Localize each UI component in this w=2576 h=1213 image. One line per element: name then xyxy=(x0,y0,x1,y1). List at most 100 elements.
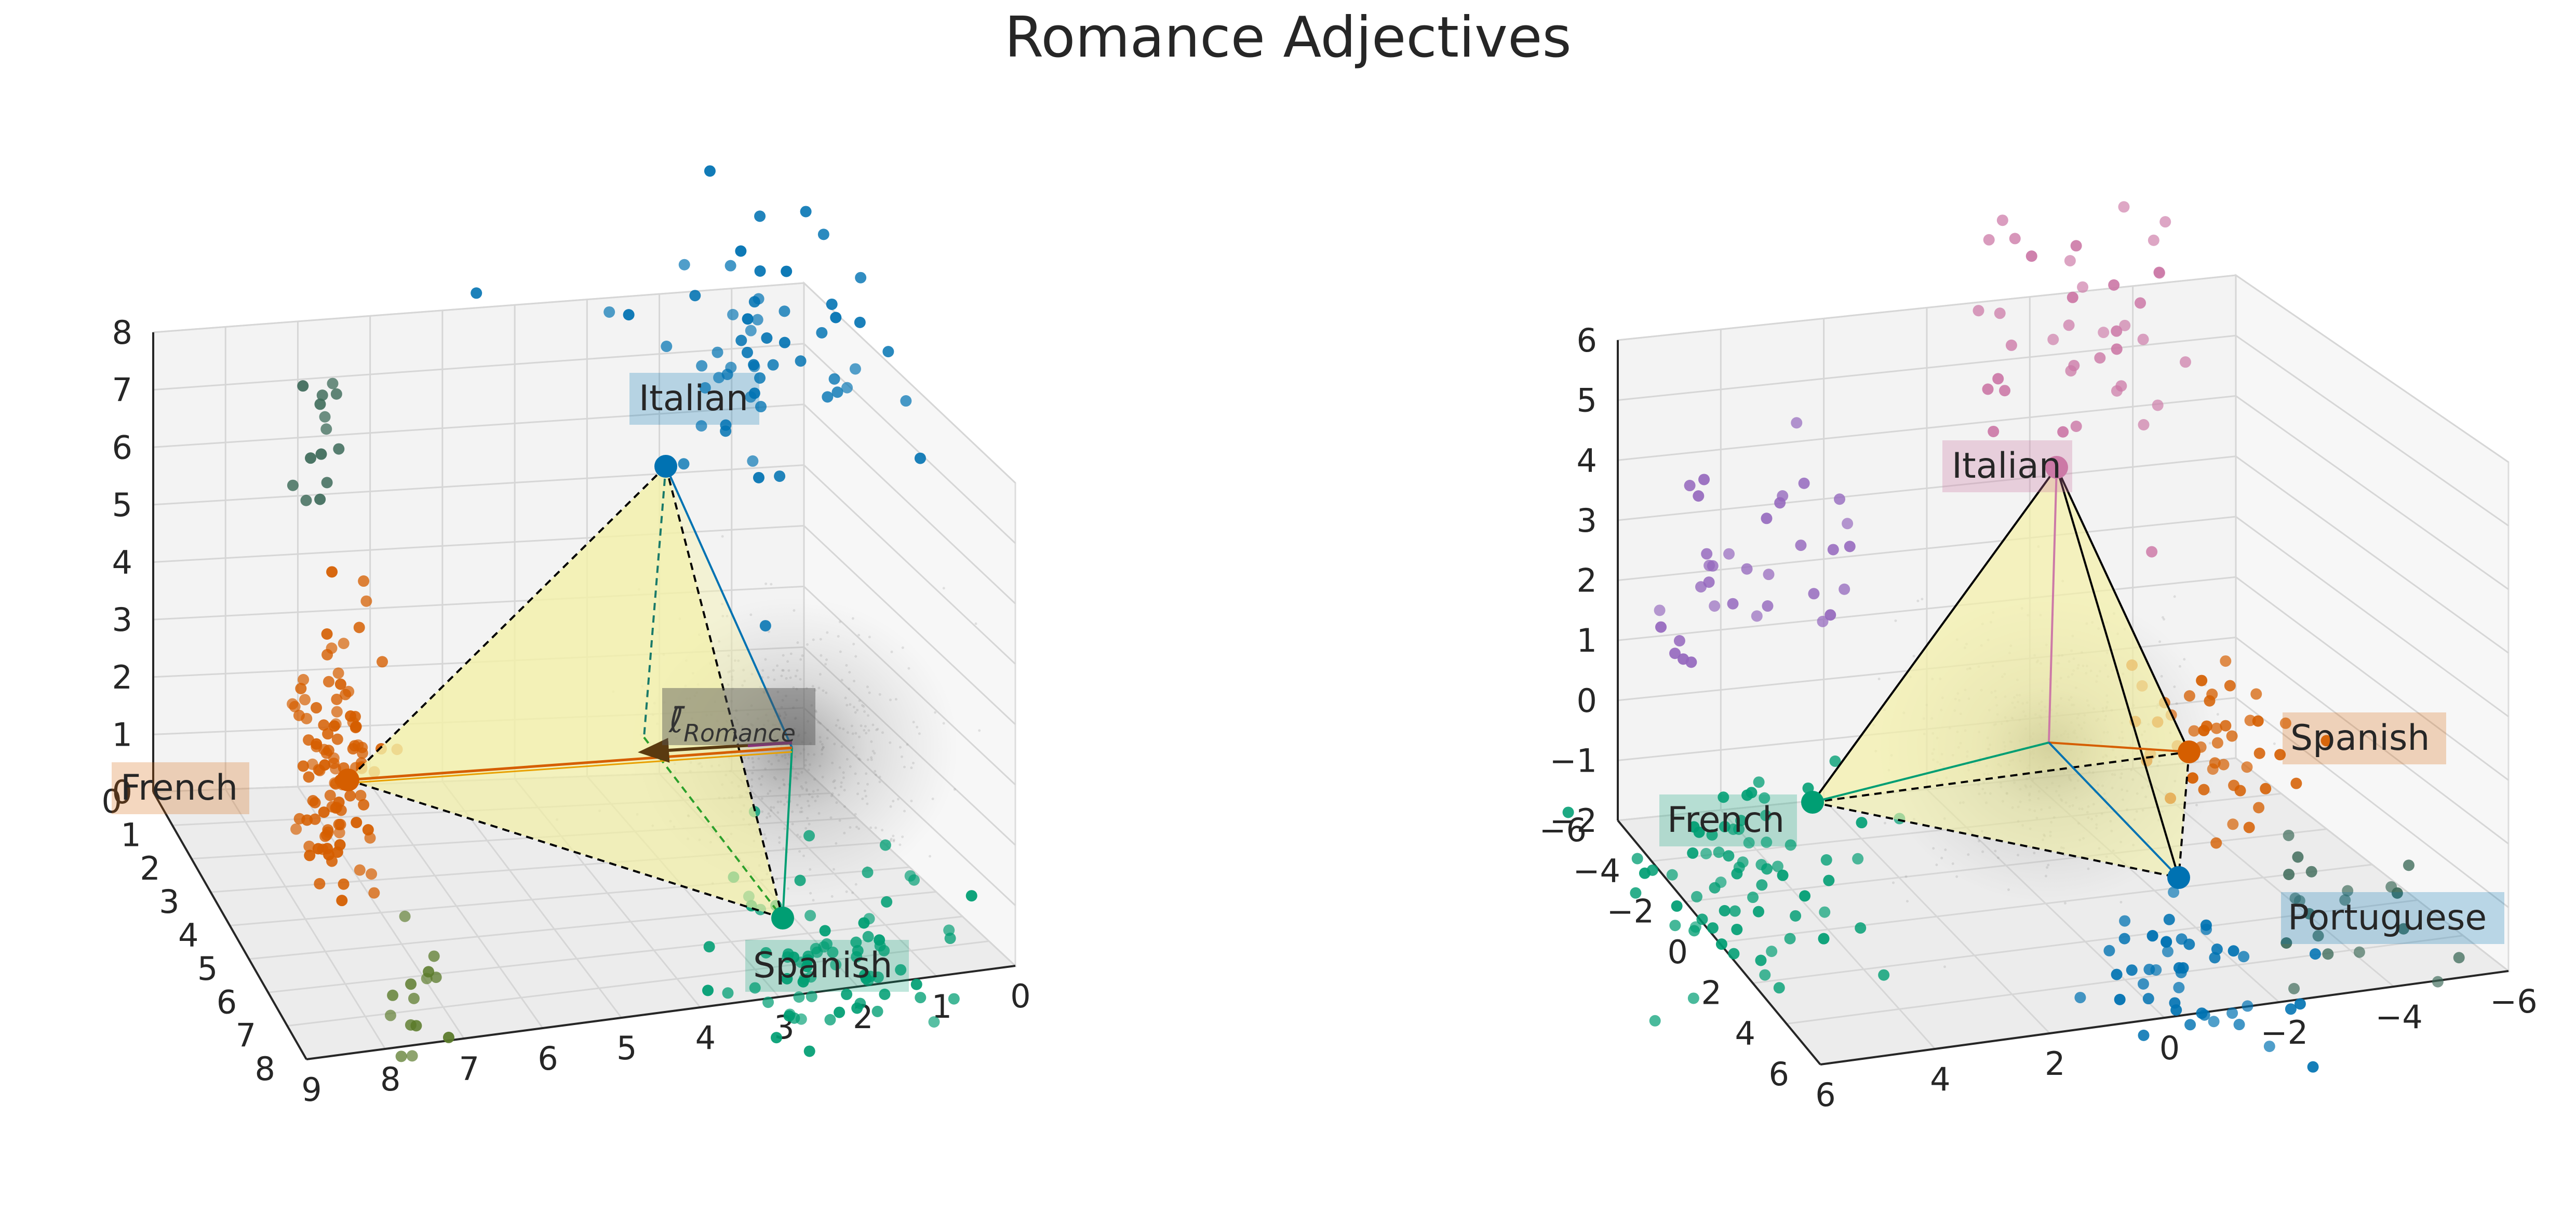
left-point-orange xyxy=(331,693,343,705)
right-point-blue xyxy=(2228,945,2239,957)
right-point-gray_green xyxy=(2289,892,2301,904)
left-cloud-point xyxy=(953,788,956,791)
left-point-green xyxy=(806,991,817,1003)
left-point-orange xyxy=(331,706,343,718)
left-point-green xyxy=(824,1014,836,1026)
right-point-pink xyxy=(2068,359,2080,371)
left-cloud-point xyxy=(772,806,775,809)
right-point-gray_green xyxy=(2339,894,2351,906)
right-grid-z-line-side xyxy=(2235,455,2509,654)
right-point-pink xyxy=(2098,327,2110,339)
left-point-orange xyxy=(318,806,330,818)
left-cloud-point xyxy=(840,745,843,748)
right-point-pink xyxy=(1992,373,2004,385)
left-point-orange xyxy=(355,789,367,801)
left-point-green xyxy=(762,996,774,1008)
left-cloud-point xyxy=(775,878,779,881)
right-point-orange xyxy=(2227,818,2239,830)
left-cloud-point xyxy=(807,769,810,772)
left-cloud-point xyxy=(853,680,856,683)
left-point-green xyxy=(965,890,977,902)
right-point-pink xyxy=(2159,216,2171,228)
left-cloud-point xyxy=(813,778,816,781)
left-point-orange xyxy=(338,638,350,650)
left-point-orange xyxy=(332,667,344,679)
left-cloud-point xyxy=(796,803,799,806)
left-y-tick-label: 4 xyxy=(178,917,198,954)
left-point-olive xyxy=(399,910,411,922)
right-point-blue xyxy=(2118,933,2130,945)
left-cloud-point xyxy=(727,683,730,686)
left-cloud-point xyxy=(787,753,790,756)
left-label-box-french xyxy=(112,762,249,814)
left-cloud-point xyxy=(878,780,881,784)
right-cloud-point xyxy=(2087,867,2090,870)
left-cloud-point xyxy=(898,843,902,846)
left-cloud-point xyxy=(833,779,836,782)
left-y-tick-label: 1 xyxy=(120,816,141,854)
left-point-orange xyxy=(351,816,363,828)
right-grid-z-line-side xyxy=(2235,335,2509,527)
left-cloud-point xyxy=(875,773,878,776)
right-point-green xyxy=(1691,891,1703,902)
right-point-blue xyxy=(2114,993,2126,1005)
right-point-orange xyxy=(2253,747,2265,759)
left-point-gray_green xyxy=(319,411,331,423)
right-grid-z-line-side xyxy=(2235,516,2509,718)
left-cloud-point xyxy=(978,729,981,732)
left-cloud-point xyxy=(784,753,787,757)
left-point-green xyxy=(915,992,927,1004)
left-cloud-point xyxy=(760,783,763,786)
right-y-tick-label: −4 xyxy=(1573,852,1620,889)
left-cloud-point xyxy=(800,810,803,813)
left-cloud-point xyxy=(838,621,841,624)
left-cloud-point xyxy=(795,698,798,702)
left-cloud-point xyxy=(741,725,744,729)
right-point-green xyxy=(1777,869,1789,881)
left-point-blue xyxy=(754,210,766,222)
left-cloud-point xyxy=(858,758,862,761)
left-cloud-point xyxy=(764,837,768,840)
left-cloud-point xyxy=(774,724,777,727)
left-cloud-point xyxy=(789,652,793,655)
left-cloud-point xyxy=(863,710,866,713)
right-point-orange xyxy=(2243,821,2255,833)
right-point-gray_green xyxy=(2312,930,2324,942)
left-point-green xyxy=(795,1013,807,1025)
left-cloud-point xyxy=(865,732,868,735)
right-point-green xyxy=(1790,910,1802,922)
left-cloud-point xyxy=(833,868,836,871)
left-points xyxy=(287,165,981,1062)
left-cloud-point xyxy=(798,794,801,798)
left-z-tick-label: 7 xyxy=(112,371,132,409)
left-cloud-point xyxy=(903,810,906,813)
left-point-blue xyxy=(745,325,757,336)
right-point-pink xyxy=(2153,267,2165,279)
right-cloud-point xyxy=(2163,618,2166,621)
left-cloud-point xyxy=(750,785,754,788)
left-cloud-point xyxy=(865,772,868,775)
left-cloud-point xyxy=(791,766,794,769)
left-cloud-point xyxy=(851,891,854,894)
left-cloud-point xyxy=(843,805,846,808)
left-point-orange xyxy=(303,734,315,746)
left-point-blue xyxy=(661,341,673,353)
left-cloud-point xyxy=(741,684,744,687)
left-cloud-point xyxy=(752,761,755,764)
right-cloud-point xyxy=(2183,658,2186,661)
left-cloud-point xyxy=(794,771,797,774)
left-cloud-point xyxy=(842,771,845,774)
left-point-green xyxy=(871,1005,883,1017)
right-point-green xyxy=(1731,868,1743,880)
left-cloud-point xyxy=(808,804,811,807)
left-cloud-point xyxy=(835,724,838,727)
left-point-green xyxy=(788,951,800,963)
right-point-pink xyxy=(2067,291,2078,303)
left-point-olive xyxy=(408,992,420,1004)
left-point-green xyxy=(928,1016,940,1028)
left-cloud-point xyxy=(855,753,858,757)
right-y-tick-label: 6 xyxy=(1769,1055,1789,1093)
right-z-tick-label: 4 xyxy=(1577,441,1597,479)
right-cloud-point xyxy=(1884,821,1887,825)
left-point-blue xyxy=(914,452,926,464)
